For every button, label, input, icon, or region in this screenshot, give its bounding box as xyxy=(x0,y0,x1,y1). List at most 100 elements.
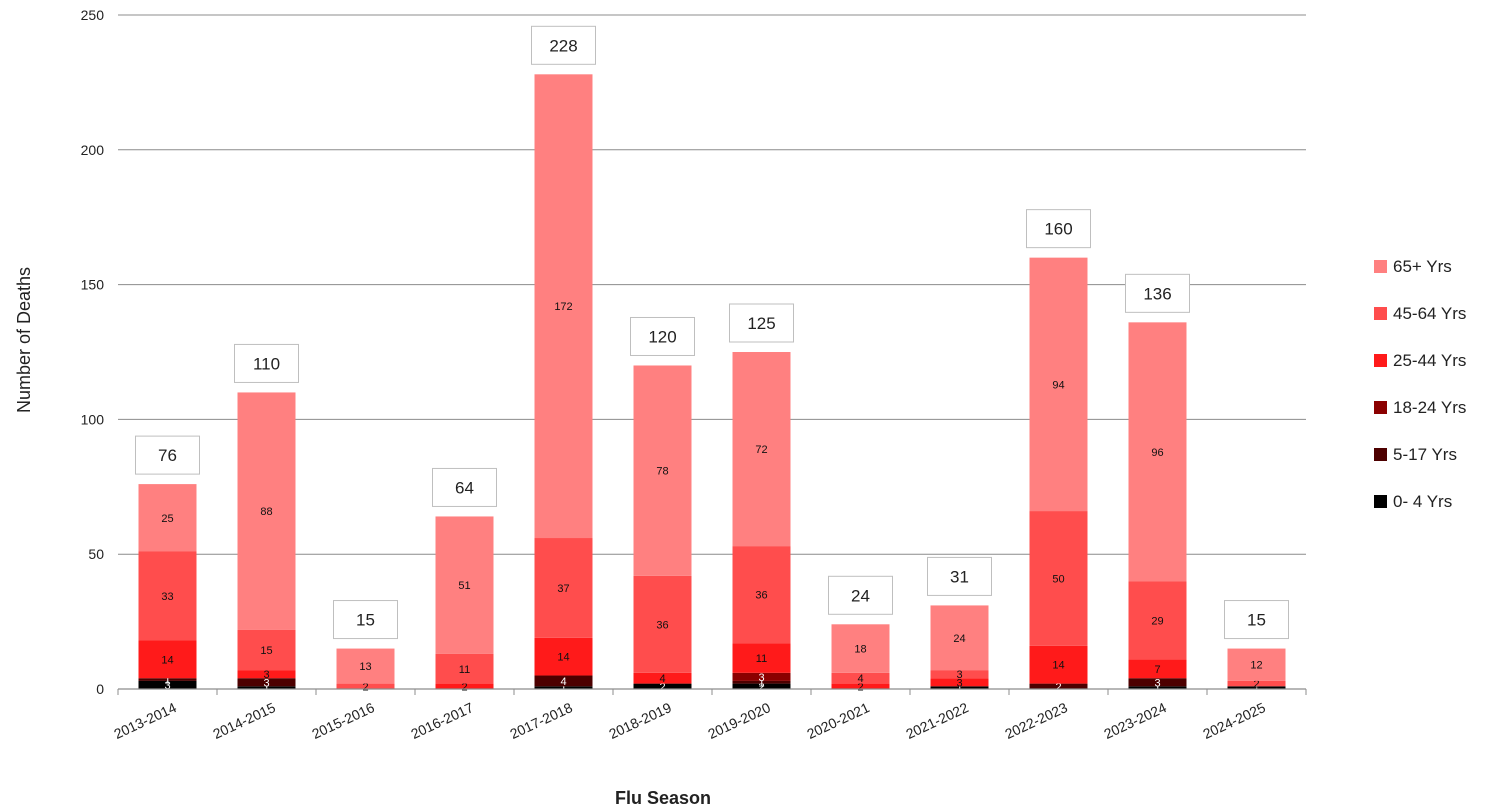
bar-segment xyxy=(930,670,989,679)
data-label: 2 xyxy=(362,681,368,693)
data-label: 29 xyxy=(1151,615,1163,627)
bar-segment xyxy=(732,683,791,689)
y-tick-label: 250 xyxy=(81,7,105,23)
bar-segment xyxy=(237,629,296,671)
bar-segment xyxy=(138,640,197,679)
bar-segment xyxy=(435,653,494,684)
x-tick-label: 2018-2019 xyxy=(606,699,674,742)
data-label: 3 xyxy=(956,669,962,681)
data-label: 88 xyxy=(260,506,272,518)
bar-segment xyxy=(435,516,494,654)
bar-segment xyxy=(633,365,692,576)
data-label: 14 xyxy=(1052,660,1064,672)
data-label: 172 xyxy=(554,301,572,313)
legend-label: 45-64 Yrs xyxy=(1393,304,1466,323)
bar-segment xyxy=(1029,683,1088,689)
legend: 65+ Yrs 45-64 Yrs 25-44 Yrs 18-24 Yrs 5-17 Y… xyxy=(1374,257,1466,511)
legend-item: 45-64 Yrs xyxy=(1374,304,1466,323)
data-label: 11 xyxy=(459,664,470,676)
x-axis-ticks: 2013-2014 2014-2015 2015-2016 2016-2017 2017… xyxy=(111,699,1268,742)
bar-segment xyxy=(831,683,890,689)
legend-item: 5-17 Yrs xyxy=(1374,445,1457,464)
bar-segment xyxy=(534,74,593,539)
data-label: 3 xyxy=(956,677,962,689)
bar-segment xyxy=(831,672,890,684)
data-label: 14 xyxy=(161,654,173,666)
total-label-box xyxy=(135,435,200,475)
total-label: 228 xyxy=(549,36,577,55)
total-label: 31 xyxy=(950,567,969,586)
total-label: 160 xyxy=(1044,220,1072,239)
bar-segment xyxy=(138,484,197,552)
data-label: 37 xyxy=(557,583,569,595)
gridlines xyxy=(118,14,1306,555)
legend-swatch xyxy=(1374,401,1387,414)
bar-segment xyxy=(1029,511,1088,646)
data-label: 72 xyxy=(755,444,767,456)
legend-label: 0- 4 Yrs xyxy=(1393,492,1452,511)
bar-segment xyxy=(534,637,593,676)
total-label-box xyxy=(630,316,695,356)
data-label: 4 xyxy=(560,676,566,688)
data-label: 3 xyxy=(758,672,764,684)
total-label: 64 xyxy=(455,478,474,497)
total-label: 15 xyxy=(1247,611,1266,630)
bar-segment xyxy=(930,605,989,671)
bar-group: 31 14 33 25 76 xyxy=(135,435,200,692)
data-label: 15 xyxy=(260,645,272,657)
y-tick-label: 50 xyxy=(88,546,104,562)
data-label: 11 xyxy=(756,653,767,665)
total-label: 76 xyxy=(158,446,177,465)
bar-segment xyxy=(831,624,890,673)
legend-swatch xyxy=(1374,448,1387,461)
bar-segment xyxy=(336,648,395,684)
data-label: 78 xyxy=(656,466,668,478)
bar-segment xyxy=(1128,659,1187,679)
x-tick-label: 2023-2024 xyxy=(1101,699,1169,742)
x-tick-label: 2020-2021 xyxy=(804,699,872,742)
bar-segment xyxy=(138,678,197,681)
legend-label: 18-24 Yrs xyxy=(1393,398,1466,417)
total-label: 15 xyxy=(356,611,375,630)
bar-group: 24 36 78 120 xyxy=(630,316,695,693)
total-label: 136 xyxy=(1143,284,1171,303)
bar-group: 1331588110 xyxy=(234,343,299,695)
bar-segment xyxy=(732,672,791,681)
data-label: 12 xyxy=(1250,660,1262,672)
data-label: 33 xyxy=(161,591,173,603)
bar-segment xyxy=(633,672,692,684)
bar-segment xyxy=(1227,680,1286,687)
data-label: 2 xyxy=(1055,681,1061,693)
bar-segment xyxy=(930,678,989,687)
data-label: 3 xyxy=(1154,677,1160,689)
legend-label: 25-44 Yrs xyxy=(1393,351,1466,370)
data-label: 1 xyxy=(758,677,764,689)
bar-segment xyxy=(237,686,296,689)
data-label: 36 xyxy=(755,590,767,602)
y-tick-label: 100 xyxy=(81,411,105,427)
legend-label: 65+ Yrs xyxy=(1393,257,1452,276)
bar-segment xyxy=(534,686,593,689)
legend-swatch xyxy=(1374,307,1387,320)
legend-item: 18-24 Yrs xyxy=(1374,398,1466,417)
total-label-box xyxy=(1026,209,1091,249)
bar-segment xyxy=(930,686,989,689)
x-axis xyxy=(117,688,1307,695)
data-label: 14 xyxy=(557,652,569,664)
total-label: 120 xyxy=(648,327,676,346)
x-axis-label: Flu Season xyxy=(615,788,711,808)
y-tick-label: 0 xyxy=(96,681,104,697)
bar-segment xyxy=(732,643,791,673)
data-label: 4 xyxy=(659,673,665,685)
legend-label: 5-17 Yrs xyxy=(1393,445,1457,464)
bar-segment xyxy=(1227,686,1286,689)
legend-swatch xyxy=(1374,260,1387,273)
bar-group: 141437172228 xyxy=(531,25,596,695)
total-label-box xyxy=(234,343,299,383)
data-label: 2 xyxy=(461,681,467,693)
bar-group: 121215 xyxy=(1224,600,1289,695)
total-label-box xyxy=(1125,273,1190,313)
x-tick-label: 2022-2023 xyxy=(1002,699,1070,742)
data-label: 25 xyxy=(161,513,173,525)
total-label-box xyxy=(828,575,893,615)
